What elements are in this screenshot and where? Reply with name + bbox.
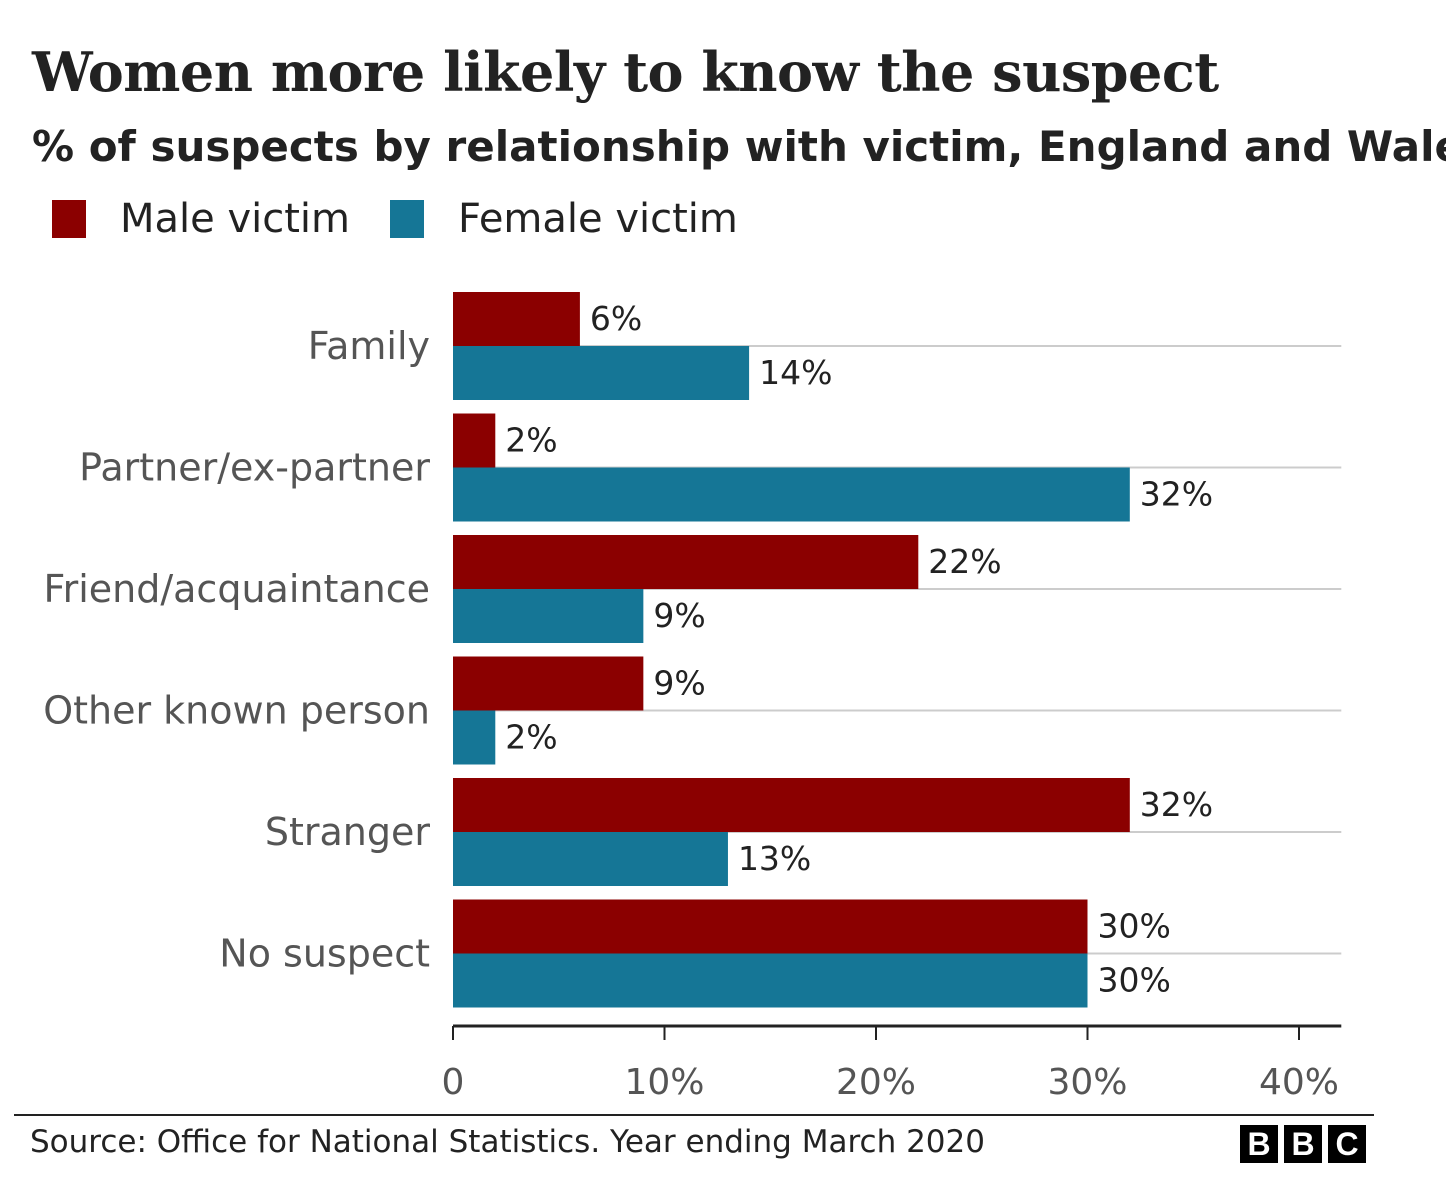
bars — [453, 292, 1130, 1008]
category-label-no-suspect: No suspect — [219, 932, 430, 976]
legend-swatch-female — [390, 200, 424, 238]
chart-title: Women more likely to know the suspect — [32, 40, 1219, 104]
category-label-friend-acquaintance: Friend/acquaintance — [43, 567, 430, 611]
source-note: Source: Office for National Statistics. … — [30, 1124, 985, 1160]
x-tick-label-20: 20% — [836, 1062, 916, 1103]
bar-female-victim-partner-ex-partner — [453, 467, 1130, 522]
bar-male-victim-friend-acquaintance — [453, 535, 919, 589]
x-tick-label-0: 0 — [442, 1062, 465, 1103]
data-label-male-victim-no-suspect: 30% — [1098, 907, 1171, 946]
bar-male-victim-family — [453, 292, 580, 346]
bar-male-victim-partner-ex-partner — [453, 413, 496, 468]
legend-label-female: Female victim — [458, 196, 738, 242]
data-label-male-victim-other-known-person: 9% — [653, 664, 705, 703]
logo-letter-b1: B — [1240, 1125, 1278, 1163]
bar-female-victim-other-known-person — [453, 710, 496, 765]
legend-swatch-male — [52, 200, 86, 238]
bar-female-victim-family — [453, 346, 750, 400]
bar-chart: Family 6% 14% Partner/ex-partner 2% 32% Friend… — [43, 292, 1342, 1103]
x-axis: 0 10% 20% 30% 40% — [442, 1024, 1342, 1103]
data-label-female-victim-stranger: 13% — [738, 839, 811, 878]
x-tick-label-30: 30% — [1047, 1062, 1127, 1103]
category-label-other-known-person: Other known person — [43, 689, 430, 733]
legend: Male victim Female victim — [52, 196, 778, 242]
data-label-male-victim-family: 6% — [590, 299, 642, 338]
category-label-stranger: Stranger — [265, 810, 431, 854]
category-label-family: Family — [308, 324, 430, 368]
bbc-logo: B B C — [1234, 1125, 1366, 1163]
data-label-male-victim-partner-ex-partner: 2% — [505, 421, 557, 460]
data-label-female-victim-partner-ex-partner: 32% — [1140, 475, 1213, 514]
x-tick-label-10: 10% — [624, 1062, 704, 1103]
data-label-female-victim-no-suspect: 30% — [1098, 961, 1171, 1000]
bar-female-victim-friend-acquaintance — [453, 589, 644, 643]
legend-item-female: Female victim — [390, 196, 738, 242]
category-label-partner-ex-partner: Partner/ex-partner — [79, 446, 430, 490]
bar-male-victim-other-known-person — [453, 656, 644, 711]
bar-female-victim-no-suspect — [453, 953, 1088, 1008]
data-label-female-victim-friend-acquaintance: 9% — [653, 596, 705, 635]
x-tick-label-40: 40% — [1259, 1062, 1339, 1103]
labels: Family 6% 14% Partner/ex-partner 2% 32% Friend… — [43, 299, 1213, 1000]
data-label-female-victim-family: 14% — [759, 353, 832, 392]
chart-subtitle: % of suspects by relationship with victi… — [32, 122, 1446, 171]
data-label-male-victim-friend-acquaintance: 22% — [928, 542, 1001, 581]
bar-male-victim-no-suspect — [453, 899, 1088, 954]
data-label-female-victim-other-known-person: 2% — [505, 718, 557, 757]
logo-letter-c: C — [1328, 1125, 1366, 1163]
footer-divider — [14, 1114, 1374, 1116]
bar-female-victim-stranger — [453, 832, 728, 886]
legend-label-male: Male victim — [120, 196, 350, 242]
data-label-male-victim-stranger: 32% — [1140, 785, 1213, 824]
bar-male-victim-stranger — [453, 778, 1130, 832]
legend-item-male: Male victim — [52, 196, 350, 242]
logo-letter-b2: B — [1284, 1125, 1322, 1163]
